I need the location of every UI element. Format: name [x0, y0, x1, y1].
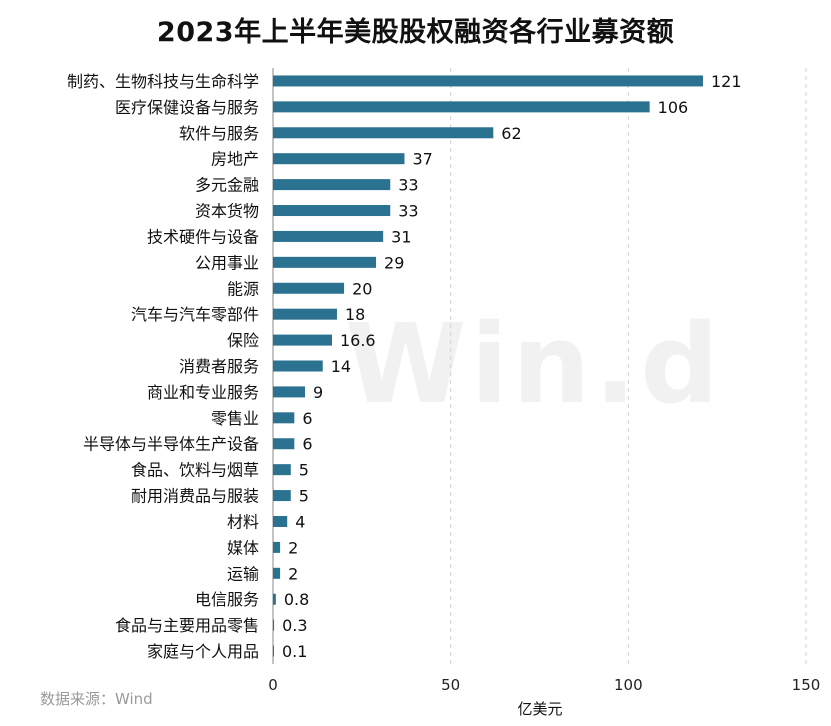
data-label: 5 — [299, 487, 309, 506]
bar — [273, 230, 384, 242]
data-label: 37 — [412, 150, 432, 169]
bar — [273, 179, 391, 191]
category-label: 多元金融 — [195, 176, 259, 195]
watermark: Win.d — [345, 300, 723, 428]
category-label: 制药、生物科技与生命科学 — [67, 72, 259, 91]
bar — [273, 127, 494, 139]
bar — [273, 153, 405, 165]
bar — [273, 567, 281, 579]
x-tick-label: 100 — [614, 676, 643, 694]
bar — [273, 334, 332, 346]
data-label: 9 — [313, 383, 323, 402]
category-label: 技术硬件与设备 — [147, 227, 259, 246]
category-label: 房地产 — [211, 150, 259, 169]
x-tick-label: 50 — [441, 676, 460, 694]
bar — [273, 205, 391, 217]
bar — [273, 75, 703, 87]
data-label: 5 — [299, 461, 309, 480]
category-label: 半导体与半导体生产设备 — [83, 435, 259, 454]
data-label: 14 — [331, 357, 351, 376]
category-label: 公用事业 — [195, 253, 259, 272]
data-label: 29 — [384, 253, 404, 272]
category-label: 耐用消费品与服装 — [131, 487, 259, 506]
x-axis-label: 亿美元 — [517, 700, 563, 718]
data-label: 106 — [658, 98, 689, 117]
category-label: 零售业 — [211, 409, 259, 428]
bar — [273, 412, 295, 424]
data-label: 16.6 — [340, 331, 376, 350]
category-label: 商业和专业服务 — [147, 383, 259, 402]
category-label: 媒体 — [227, 538, 259, 557]
chart-title: 2023年上半年美股股权融资各行业募资额 — [156, 17, 675, 48]
bar — [273, 360, 323, 372]
data-label: 62 — [501, 124, 521, 143]
bar — [273, 541, 281, 553]
bar — [273, 386, 305, 398]
category-label: 消费者服务 — [179, 357, 259, 376]
data-label: 121 — [711, 72, 742, 91]
data-label: 20 — [352, 279, 372, 298]
bar — [273, 490, 291, 502]
data-label: 0.1 — [282, 642, 307, 661]
source-note: 数据来源：Wind — [40, 690, 153, 708]
category-label: 材料 — [227, 512, 259, 531]
bar — [273, 308, 337, 320]
bar — [273, 593, 276, 605]
bar — [273, 438, 295, 450]
data-label: 31 — [391, 227, 411, 246]
bar — [273, 282, 345, 294]
bar — [273, 101, 650, 113]
category-label: 电信服务 — [195, 590, 259, 609]
data-label: 4 — [295, 512, 305, 531]
data-label: 6 — [302, 435, 312, 454]
category-label: 运输 — [227, 564, 259, 583]
bar — [273, 464, 291, 476]
category-label: 食品与主要用品零售 — [115, 616, 259, 635]
bar — [273, 515, 288, 527]
x-tick-label: 150 — [792, 676, 821, 694]
data-label: 6 — [302, 409, 312, 428]
x-tick-label: 0 — [268, 676, 278, 694]
bar — [273, 645, 274, 657]
data-label: 0.3 — [282, 616, 307, 635]
category-label: 食品、饮料与烟草 — [131, 461, 259, 480]
bar — [273, 619, 275, 631]
category-label: 汽车与汽车零部件 — [131, 305, 259, 324]
data-label: 33 — [398, 202, 418, 221]
category-label: 能源 — [227, 279, 259, 298]
data-label: 2 — [288, 538, 298, 557]
category-label: 资本货物 — [195, 202, 259, 221]
data-label: 33 — [398, 176, 418, 195]
category-label: 医疗保健设备与服务 — [115, 98, 259, 117]
data-label: 2 — [288, 564, 298, 583]
data-label: 18 — [345, 305, 365, 324]
data-label: 0.8 — [284, 590, 309, 609]
category-label: 家庭与个人用品 — [147, 642, 259, 661]
category-label: 软件与服务 — [179, 124, 259, 143]
category-label: 保险 — [227, 331, 259, 350]
bar — [273, 256, 377, 268]
